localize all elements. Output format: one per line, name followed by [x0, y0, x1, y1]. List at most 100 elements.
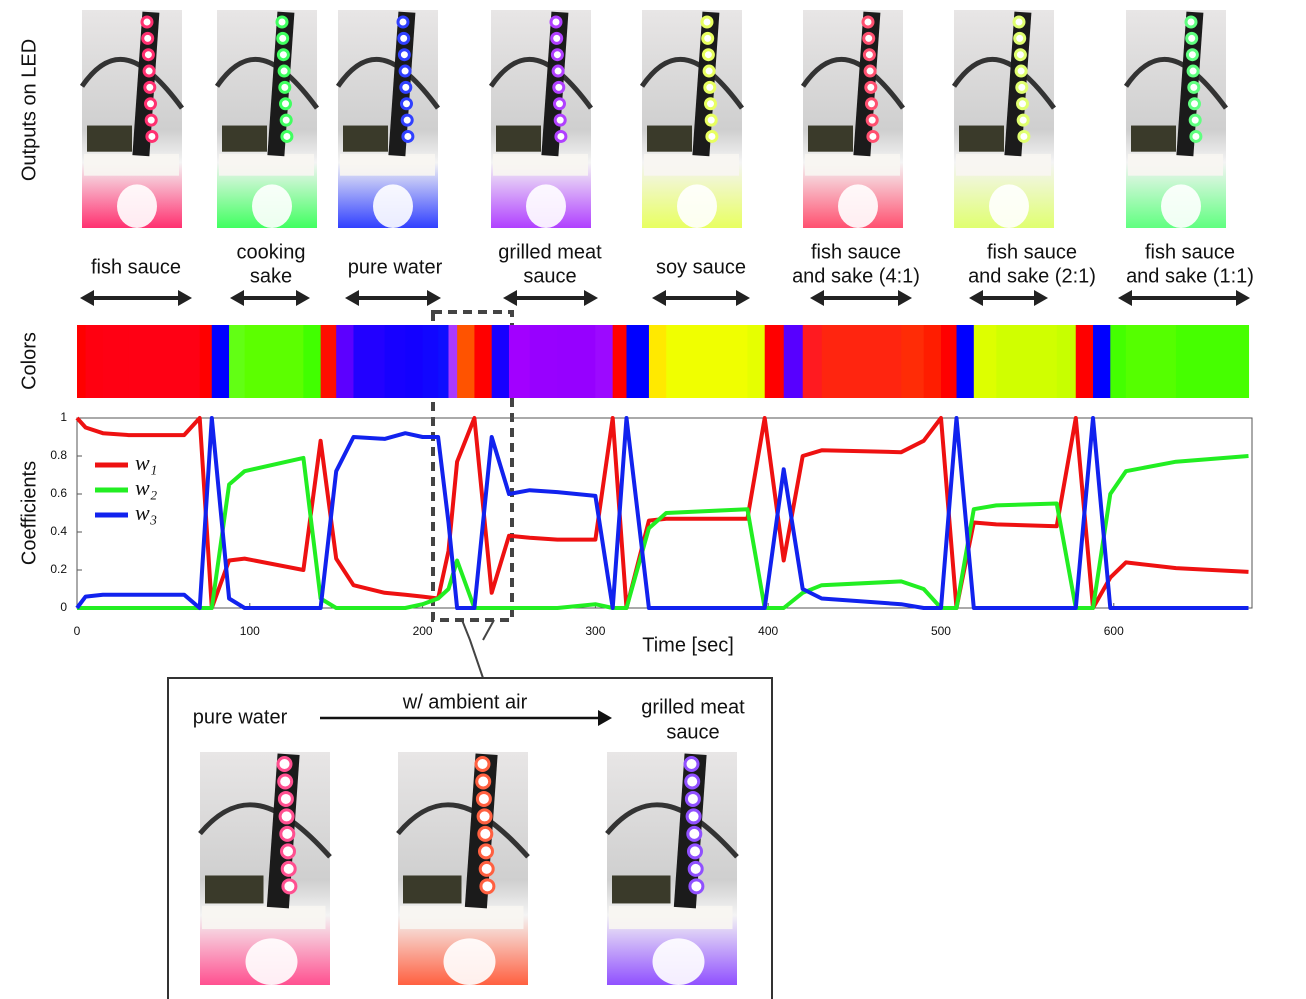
color-segment: [77, 325, 86, 398]
arrow-head: [898, 290, 912, 306]
led: [1186, 17, 1196, 27]
color-segment: [336, 325, 354, 398]
color-segment: [1057, 325, 1077, 398]
color-segment: [822, 325, 902, 398]
led: [868, 131, 878, 141]
connector: [462, 620, 483, 678]
color-segment: [626, 325, 649, 398]
series-line: [77, 456, 1249, 608]
led: [278, 758, 291, 771]
sample-label: grilled meat: [498, 241, 602, 263]
led: [146, 99, 156, 109]
led: [706, 115, 716, 125]
legend-label: w₁: [135, 450, 157, 475]
arrow-head: [1034, 290, 1048, 306]
color-segment: [901, 325, 924, 398]
y-tick-label: 0: [60, 600, 67, 614]
color-segment: [557, 325, 596, 398]
led: [1190, 115, 1200, 125]
color-segment: [457, 325, 475, 398]
led: [1015, 33, 1025, 43]
led: [147, 131, 157, 141]
color-segment: [666, 325, 748, 398]
led: [146, 115, 156, 125]
inset-arrow-head: [598, 710, 612, 726]
led: [281, 115, 291, 125]
glow: [117, 184, 157, 228]
color-segment: [103, 325, 129, 398]
led: [402, 115, 412, 125]
x-tick-label: 600: [1104, 624, 1124, 638]
color-segment: [509, 325, 530, 398]
base: [202, 906, 326, 929]
led: [283, 880, 296, 893]
led: [279, 775, 292, 788]
led: [689, 862, 702, 875]
led: [1019, 131, 1029, 141]
led: [1014, 17, 1024, 27]
board: [205, 875, 264, 903]
board: [808, 126, 853, 152]
led-photo: [338, 10, 438, 228]
arrow-head: [427, 290, 441, 306]
led: [144, 66, 154, 76]
x-tick-label: 200: [413, 624, 433, 638]
led: [479, 827, 492, 840]
base: [400, 906, 524, 929]
led: [142, 17, 152, 27]
led: [1017, 82, 1027, 92]
sample-label: fish sauce: [1145, 241, 1235, 263]
color-segment: [303, 325, 321, 398]
led: [703, 50, 713, 60]
x-tick-label: 400: [758, 624, 778, 638]
color-segment: [405, 325, 423, 398]
color-segment: [941, 325, 957, 398]
led: [552, 33, 562, 43]
led: [690, 880, 703, 893]
led-photo: [1126, 10, 1226, 228]
led: [282, 131, 292, 141]
y-tick-label: 1: [60, 410, 67, 424]
color-segment: [957, 325, 975, 398]
led: [1187, 33, 1197, 43]
led: [399, 50, 409, 60]
glow: [838, 184, 878, 228]
sample-label: sauce: [523, 265, 576, 287]
glow: [252, 184, 292, 228]
color-segment: [321, 325, 337, 398]
color-segment: [765, 325, 785, 398]
sample-label: cooking: [237, 241, 306, 263]
led-photo: [607, 752, 737, 985]
led-photo: [82, 10, 182, 228]
led: [480, 862, 493, 875]
led-photo: [803, 10, 903, 228]
led: [867, 115, 877, 125]
base: [493, 154, 588, 176]
led: [864, 33, 874, 43]
led: [1190, 99, 1200, 109]
arrow-head: [230, 290, 244, 306]
led: [143, 33, 153, 43]
sample-label: and sake (2:1): [968, 265, 1096, 287]
base: [340, 154, 435, 176]
color-segment: [613, 325, 627, 398]
arrow-head: [296, 290, 310, 306]
color-segment: [423, 325, 439, 398]
led: [703, 33, 713, 43]
arrow-head: [652, 290, 666, 306]
led: [279, 66, 289, 76]
y-axis-label: Coefficients: [18, 461, 40, 565]
colors-label: Colors: [18, 332, 40, 390]
board: [403, 875, 462, 903]
color-segment: [530, 325, 558, 398]
arrow-head: [1118, 290, 1132, 306]
led: [282, 845, 295, 858]
sample-label: sake: [250, 265, 292, 287]
arrow-head: [736, 290, 750, 306]
base: [219, 154, 314, 176]
connector: [483, 620, 494, 640]
inset-to: sauce: [666, 721, 719, 743]
led: [481, 880, 494, 893]
led-photo: [398, 752, 528, 985]
led: [554, 82, 564, 92]
